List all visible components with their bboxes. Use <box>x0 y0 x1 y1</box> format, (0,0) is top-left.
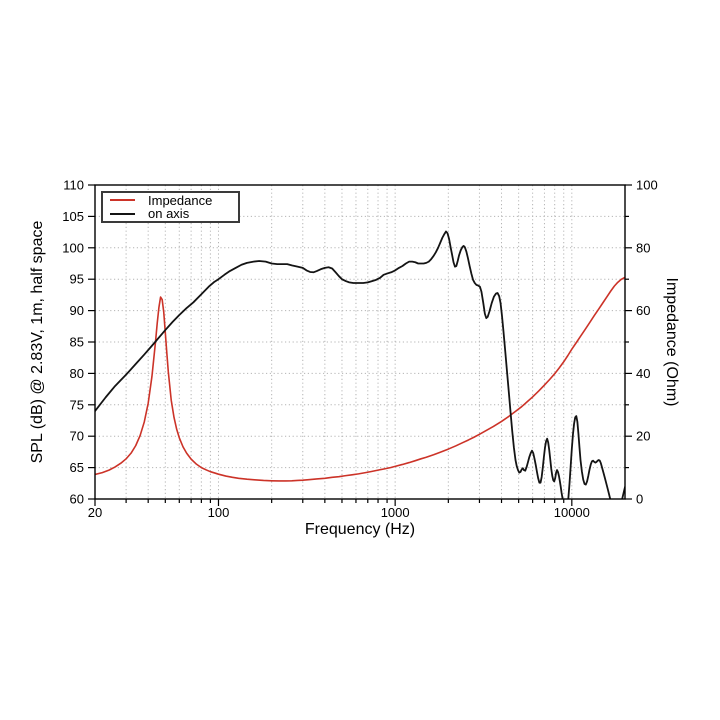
x-tick-label: 20 <box>88 505 102 520</box>
plot-frame <box>94 184 626 500</box>
y-left-tick-label: 90 <box>70 303 84 318</box>
legend-item-impedance: Impedance <box>103 194 238 207</box>
x-axis-title: Frequency (Hz) <box>304 521 416 538</box>
y-left-tick-label: 60 <box>70 492 84 507</box>
y-left-tick-label: 75 <box>70 397 84 412</box>
on-axis-curve <box>95 230 625 499</box>
y-left-tick-label: 95 <box>70 272 84 287</box>
tick-labels: 110 105 100 95 90 85 80 75 70 65 60 100 80 60 40 20 0 20 1… <box>62 178 657 521</box>
y-right-axis-title: Impedance (Ohm) <box>663 277 680 407</box>
y-right-tick-label: 40 <box>636 366 650 381</box>
y-right-tick-label: 80 <box>636 240 650 255</box>
legend: Impedance on axis <box>101 191 240 223</box>
y-left-tick-label: 65 <box>70 460 84 475</box>
legend-item-on-axis: on axis <box>103 207 238 220</box>
y-left-tick-label: 110 <box>63 178 84 193</box>
grid <box>95 185 625 499</box>
impedance-line-sample <box>110 199 135 202</box>
legend-label-impedance: Impedance <box>148 192 213 208</box>
x-tick-label: 1000 <box>381 505 410 520</box>
y-right-tick-label: 20 <box>636 429 650 444</box>
y-right-tick-label: 100 <box>636 178 658 193</box>
legend-label-on-axis: on axis <box>148 206 190 222</box>
y-right-tick-label: 0 <box>636 492 643 507</box>
on-axis-line-sample <box>110 212 135 215</box>
y-left-tick-label: 70 <box>70 429 84 444</box>
y-right-tick-label: 60 <box>636 303 650 318</box>
y-left-tick-label: 105 <box>62 209 84 224</box>
y-left-tick-label: 80 <box>70 366 84 381</box>
x-tick-label: 100 <box>208 505 230 520</box>
y-left-axis-title: SPL (dB) @ 2.83V, 1m, half space <box>29 220 46 464</box>
y-left-tick-label: 100 <box>62 240 84 255</box>
impedance-curve <box>95 276 625 482</box>
y-left-tick-label: 85 <box>70 335 84 350</box>
x-tick-label: 10000 <box>554 505 590 520</box>
